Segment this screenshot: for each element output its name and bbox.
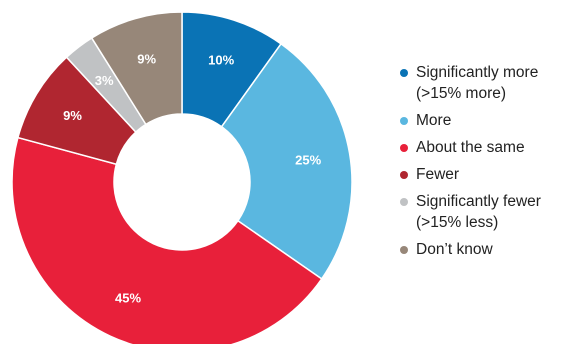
- legend-swatch-0: [400, 69, 408, 77]
- legend: Significantly more (>15% more) More About t…: [400, 62, 575, 266]
- slice-label-5: 9%: [137, 51, 156, 66]
- slice-5: [90, 11, 183, 126]
- slice-1: [220, 42, 353, 280]
- slice-2: [11, 136, 323, 344]
- legend-item-3: Fewer: [400, 164, 575, 185]
- slices-group: [11, 11, 353, 344]
- legend-item-5: Don’t know: [400, 239, 575, 260]
- legend-label-3-0: Fewer: [416, 166, 460, 183]
- legend-item-1: More: [400, 110, 575, 131]
- donut-plot-area: 10% 25% 45% 9% 3% 9%: [11, 11, 353, 344]
- slice-label-4: 3%: [95, 73, 114, 88]
- legend-swatch-1: [400, 117, 408, 125]
- legend-label-5-0: Don’t know: [416, 241, 493, 258]
- legend-label-4-1: (>15% less): [416, 214, 499, 231]
- legend-label-2-0: About the same: [416, 139, 525, 156]
- legend-item-4: Significantly fewer (>15% less): [400, 191, 575, 233]
- legend-swatch-5: [400, 246, 408, 254]
- legend-label-0-1: (>15% more): [416, 85, 507, 102]
- legend-swatch-3: [400, 171, 408, 179]
- slice-label-2: 45%: [115, 291, 141, 306]
- legend-item-2: About the same: [400, 137, 575, 158]
- legend-label-4-0: Significantly fewer: [416, 193, 541, 210]
- legend-label-1-0: More: [416, 112, 452, 129]
- legend-swatch-4: [400, 198, 408, 206]
- slice-label-1: 25%: [295, 153, 321, 168]
- slice-label-0: 10%: [208, 53, 234, 68]
- slice-label-3: 9%: [63, 108, 82, 123]
- legend-label-0-0: Significantly more: [416, 64, 539, 81]
- legend-item-0: Significantly more (>15% more): [400, 62, 575, 104]
- legend-swatch-2: [400, 144, 408, 152]
- slice-labels-group: 10% 25% 45% 9% 3% 9%: [63, 51, 321, 305]
